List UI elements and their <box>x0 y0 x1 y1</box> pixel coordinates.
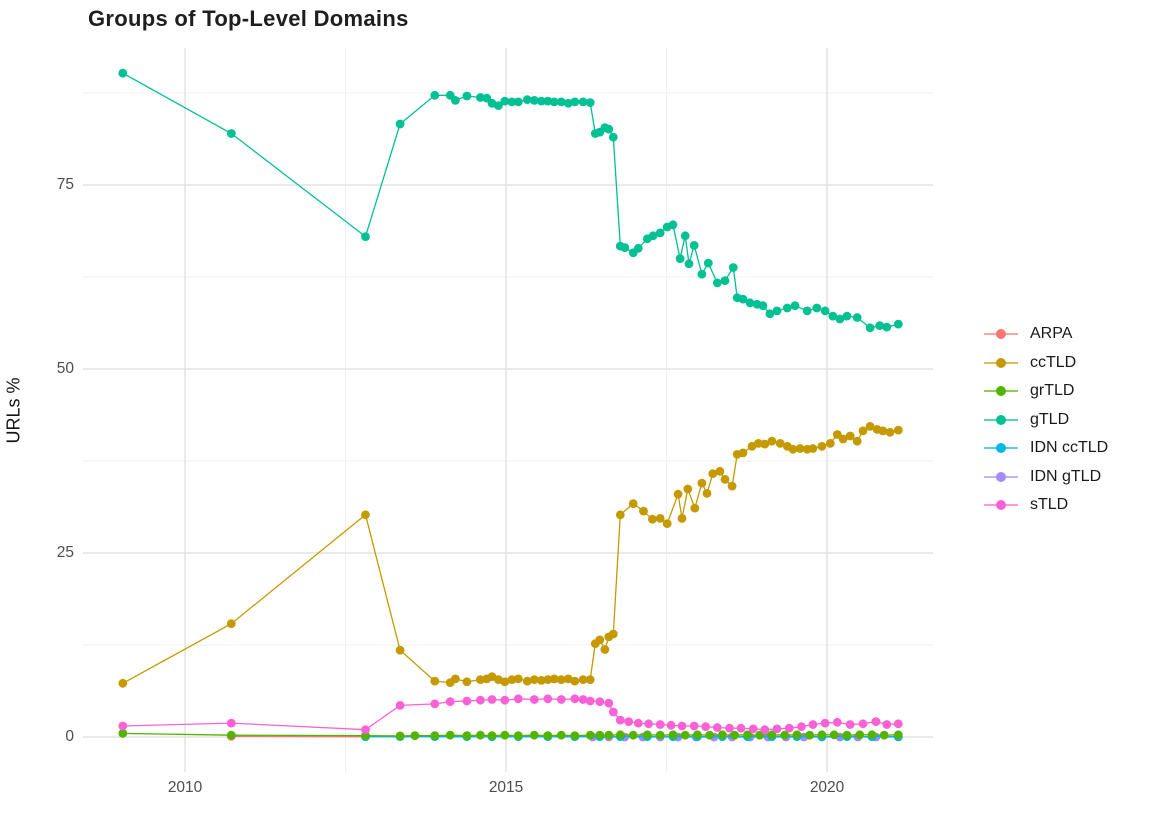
legend-label: IDN gTLD <box>1030 467 1102 485</box>
y-tick-label-50: 50 <box>56 360 74 378</box>
legend-key-icon <box>984 443 1018 454</box>
legend-label: gTLD <box>1030 410 1070 428</box>
series-stld <box>118 694 903 735</box>
gridlines-minor <box>83 48 933 772</box>
legend-item-stld: sTLD <box>982 491 1108 520</box>
x-tick-label-2020: 2020 <box>809 779 845 796</box>
legend-key-icon <box>984 500 1018 511</box>
legend-key-icon <box>984 329 1018 340</box>
legend-item-idn-gtld: IDN gTLD <box>982 463 1108 492</box>
plot-panel <box>83 48 933 772</box>
gridlines-major <box>83 48 933 772</box>
series-grtld <box>118 729 903 741</box>
series-cctld <box>118 422 903 688</box>
legend-label: IDN ccTLD <box>1030 439 1109 457</box>
series-arpa <box>226 731 370 742</box>
y-tick-label-25: 25 <box>56 544 74 562</box>
legend-key-icon <box>984 471 1018 482</box>
x-tick-label-2015: 2015 <box>488 779 524 796</box>
legend-item-arpa: ARPA <box>982 320 1108 349</box>
y-tick-label-75: 75 <box>56 176 74 194</box>
x-tick-label-2010: 2010 <box>167 779 203 796</box>
y-tick-label-0: 0 <box>65 728 74 746</box>
legend-label: grTLD <box>1030 382 1075 400</box>
series-gtld <box>118 68 903 333</box>
legend-key-icon <box>984 386 1018 397</box>
legend-key-icon <box>984 357 1018 368</box>
legend-key-icon <box>984 414 1018 425</box>
y-axis-title: URLs % <box>3 377 24 444</box>
legend-label: sTLD <box>1030 496 1069 514</box>
legend: ARPA ccTLD grTLD gTLD IDN ccTLD IDN gTLD sTLD <box>982 320 1108 520</box>
chart-title: Groups of Top-Level Domains <box>88 6 409 31</box>
legend-item-gtld: gTLD <box>982 406 1108 435</box>
legend-item-cctld: ccTLD <box>982 349 1108 378</box>
legend-item-grtld: grTLD <box>982 377 1108 406</box>
legend-label: ARPA <box>1030 325 1073 343</box>
legend-label: ccTLD <box>1030 353 1077 371</box>
legend-item-idn-cctld: IDN ccTLD <box>982 434 1108 463</box>
